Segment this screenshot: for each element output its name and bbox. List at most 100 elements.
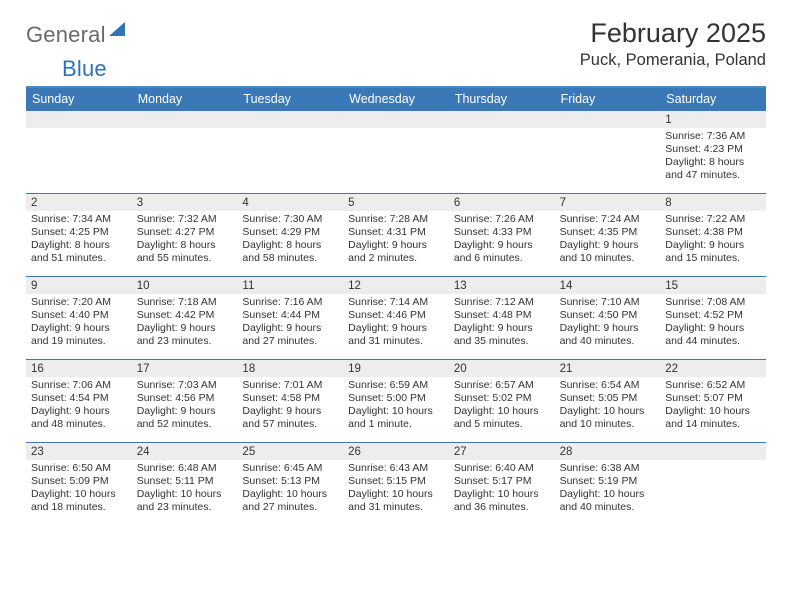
sunrise-text: Sunrise: 7:30 AM [242,213,338,226]
cell-body: Sunrise: 7:10 AMSunset: 4:50 PMDaylight:… [555,294,661,352]
sunrise-text: Sunrise: 7:16 AM [242,296,338,309]
day-number: 13 [449,277,555,294]
sunset-text: Sunset: 4:56 PM [137,392,233,405]
cell-body: Sunrise: 6:40 AMSunset: 5:17 PMDaylight:… [449,460,555,518]
calendar-cell: 3Sunrise: 7:32 AMSunset: 4:27 PMDaylight… [132,194,238,276]
daylight1-text: Daylight: 9 hours [31,322,127,335]
day-number: 2 [26,194,132,211]
day-number [660,443,766,460]
day-number: 14 [555,277,661,294]
day-number: 4 [237,194,343,211]
daylight2-text: and 52 minutes. [137,418,233,431]
daylight1-text: Daylight: 9 hours [560,239,656,252]
calendar-cell: 20Sunrise: 6:57 AMSunset: 5:02 PMDayligh… [449,360,555,442]
daylight2-text: and 40 minutes. [560,501,656,514]
cell-body: Sunrise: 6:38 AMSunset: 5:19 PMDaylight:… [555,460,661,518]
cell-body: Sunrise: 7:32 AMSunset: 4:27 PMDaylight:… [132,211,238,269]
cell-body [555,128,661,133]
sunset-text: Sunset: 5:13 PM [242,475,338,488]
day-number: 1 [660,111,766,128]
daylight2-text: and 47 minutes. [665,169,761,182]
cell-body: Sunrise: 7:34 AMSunset: 4:25 PMDaylight:… [26,211,132,269]
cell-body: Sunrise: 7:16 AMSunset: 4:44 PMDaylight:… [237,294,343,352]
calendar-cell: 18Sunrise: 7:01 AMSunset: 4:58 PMDayligh… [237,360,343,442]
day-number: 9 [26,277,132,294]
calendar-cell: 1Sunrise: 7:36 AMSunset: 4:23 PMDaylight… [660,111,766,193]
calendar-cell: 14Sunrise: 7:10 AMSunset: 4:50 PMDayligh… [555,277,661,359]
calendar-cell: 11Sunrise: 7:16 AMSunset: 4:44 PMDayligh… [237,277,343,359]
day-number: 8 [660,194,766,211]
sunset-text: Sunset: 4:31 PM [348,226,444,239]
day-number: 6 [449,194,555,211]
day-number [555,111,661,128]
logo: General [26,22,125,48]
day-number: 5 [343,194,449,211]
daylight1-text: Daylight: 9 hours [665,239,761,252]
daylight2-text: and 15 minutes. [665,252,761,265]
daylight2-text: and 19 minutes. [31,335,127,348]
daylight2-text: and 58 minutes. [242,252,338,265]
day-number: 19 [343,360,449,377]
calendar-cell: 16Sunrise: 7:06 AMSunset: 4:54 PMDayligh… [26,360,132,442]
calendar-cell: 26Sunrise: 6:43 AMSunset: 5:15 PMDayligh… [343,443,449,525]
calendar-cell: 28Sunrise: 6:38 AMSunset: 5:19 PMDayligh… [555,443,661,525]
weekday-header-row: Sunday Monday Tuesday Wednesday Thursday… [26,88,766,111]
sunset-text: Sunset: 5:09 PM [31,475,127,488]
weekday-monday: Monday [132,88,238,111]
sunset-text: Sunset: 4:46 PM [348,309,444,322]
daylight1-text: Daylight: 9 hours [137,322,233,335]
sunrise-text: Sunrise: 7:26 AM [454,213,550,226]
day-number [449,111,555,128]
daylight2-text: and 36 minutes. [454,501,550,514]
sunrise-text: Sunrise: 6:50 AM [31,462,127,475]
sunrise-text: Sunrise: 6:45 AM [242,462,338,475]
daylight1-text: Daylight: 9 hours [242,405,338,418]
sunrise-text: Sunrise: 6:52 AM [665,379,761,392]
day-number: 18 [237,360,343,377]
calendar-page: General February 2025 Puck, Pomerania, P… [0,0,792,525]
daylight1-text: Daylight: 10 hours [31,488,127,501]
day-number: 27 [449,443,555,460]
sunset-text: Sunset: 5:17 PM [454,475,550,488]
cell-body: Sunrise: 7:03 AMSunset: 4:56 PMDaylight:… [132,377,238,435]
sunset-text: Sunset: 5:11 PM [137,475,233,488]
day-number: 22 [660,360,766,377]
daylight2-text: and 57 minutes. [242,418,338,431]
sunrise-text: Sunrise: 6:40 AM [454,462,550,475]
sunrise-text: Sunrise: 7:14 AM [348,296,444,309]
sunrise-text: Sunrise: 7:34 AM [31,213,127,226]
daylight2-text: and 23 minutes. [137,501,233,514]
cell-body [343,128,449,133]
daylight1-text: Daylight: 8 hours [137,239,233,252]
day-number: 15 [660,277,766,294]
weekday-thursday: Thursday [449,88,555,111]
day-number [237,111,343,128]
calendar-cell: 19Sunrise: 6:59 AMSunset: 5:00 PMDayligh… [343,360,449,442]
day-number: 3 [132,194,238,211]
calendar-cell: 24Sunrise: 6:48 AMSunset: 5:11 PMDayligh… [132,443,238,525]
day-number: 10 [132,277,238,294]
sunset-text: Sunset: 4:23 PM [665,143,761,156]
calendar-cell [237,111,343,193]
calendar-week: 9Sunrise: 7:20 AMSunset: 4:40 PMDaylight… [26,276,766,359]
sunset-text: Sunset: 4:33 PM [454,226,550,239]
daylight2-text: and 1 minute. [348,418,444,431]
sunset-text: Sunset: 5:05 PM [560,392,656,405]
day-number [132,111,238,128]
logo-text-gray: General [26,22,106,48]
calendar-cell [449,111,555,193]
daylight1-text: Daylight: 10 hours [242,488,338,501]
cell-body: Sunrise: 7:12 AMSunset: 4:48 PMDaylight:… [449,294,555,352]
calendar-cell: 21Sunrise: 6:54 AMSunset: 5:05 PMDayligh… [555,360,661,442]
sunrise-text: Sunrise: 7:18 AM [137,296,233,309]
cell-body: Sunrise: 7:22 AMSunset: 4:38 PMDaylight:… [660,211,766,269]
cell-body [26,128,132,133]
daylight1-text: Daylight: 10 hours [348,488,444,501]
daylight1-text: Daylight: 10 hours [137,488,233,501]
day-number: 12 [343,277,449,294]
calendar-cell: 9Sunrise: 7:20 AMSunset: 4:40 PMDaylight… [26,277,132,359]
sunset-text: Sunset: 4:27 PM [137,226,233,239]
cell-body: Sunrise: 7:08 AMSunset: 4:52 PMDaylight:… [660,294,766,352]
cell-body: Sunrise: 7:30 AMSunset: 4:29 PMDaylight:… [237,211,343,269]
daylight2-text: and 35 minutes. [454,335,550,348]
